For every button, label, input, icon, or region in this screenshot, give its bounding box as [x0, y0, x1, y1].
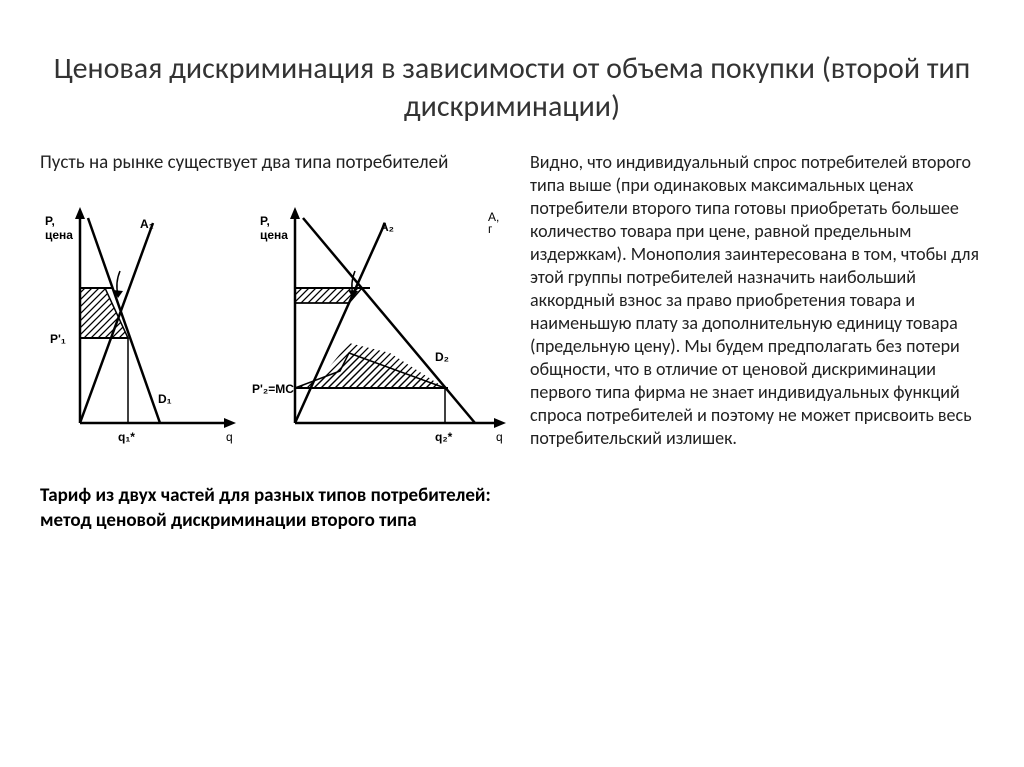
svg-text:D₁: D₁ — [158, 392, 172, 406]
svg-text:цена: цена — [260, 228, 288, 242]
svg-text:цена: цена — [45, 228, 73, 242]
svg-text:P,: P, — [45, 214, 55, 228]
svg-text:A₂: A₂ — [380, 220, 394, 234]
content-wrapper: Пусть на рынке существует два типа потре… — [40, 151, 984, 533]
figure-caption: Тариф из двух частей для разных типов по… — [40, 484, 510, 533]
svg-text:A₁: A₁ — [140, 217, 154, 231]
intro-text: Пусть на рынке существует два типа потре… — [40, 151, 510, 175]
svg-text:D₂: D₂ — [435, 350, 449, 364]
svg-text:q: q — [226, 430, 233, 444]
left-column: Пусть на рынке существует два типа потре… — [40, 151, 510, 533]
chart-2: P, цена q D₂ A₂ — [250, 193, 510, 468]
svg-text:P'₁: P'₁ — [50, 332, 66, 346]
svg-text:г: г — [488, 222, 493, 236]
chart-1: P, цена q D₁ A₁ P'₁ — [40, 193, 240, 468]
svg-text:P,: P, — [260, 214, 270, 228]
page-title: Ценовая дискриминация в зависимости от о… — [40, 50, 984, 125]
svg-text:q₁*: q₁* — [118, 430, 135, 444]
body-text: Видно, что индивидуальный спрос потребит… — [530, 151, 984, 450]
right-column: Видно, что индивидуальный спрос потребит… — [530, 151, 984, 533]
chart-1-svg: P, цена q D₁ A₁ P'₁ — [40, 193, 240, 463]
charts-row: P, цена q D₁ A₁ P'₁ — [40, 193, 510, 468]
svg-text:q: q — [496, 430, 503, 444]
svg-text:q₂*: q₂* — [435, 430, 453, 444]
chart-2-svg: P, цена q D₂ A₂ — [250, 193, 510, 463]
svg-text:P'₂=MC: P'₂=MC — [252, 382, 294, 396]
